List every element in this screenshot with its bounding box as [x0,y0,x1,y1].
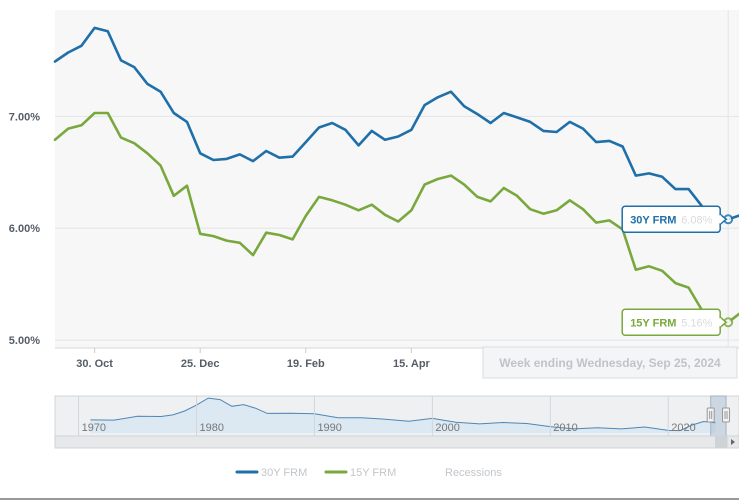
hover-date-label: Week ending Wednesday, Sep 25, 2024 [482,346,738,379]
hover-date-text: Week ending Wednesday, Sep 25, 2024 [499,356,721,370]
navigator-scrollbar-thumb[interactable] [715,436,727,448]
navigator-tick-label: 2010 [553,422,577,434]
legend-item-recessions[interactable]: Recessions [445,467,502,479]
x-tick-label: 25. Dec [181,358,220,370]
x-tick-label: 19. Feb [287,358,325,370]
navigator-tick-label: 1970 [82,422,106,434]
navigator-scroll-right-button[interactable] [726,435,739,449]
navigator-handle-right[interactable] [722,407,731,423]
series-line-15y-frm[interactable] [53,111,739,325]
tooltip-15y-frm: 15Y FRM 5.16% [621,308,728,337]
legend-label: Recessions [445,467,502,479]
navigator[interactable]: 1970 1980 1990 2000 2010 2020 [54,395,739,449]
y-tick-label: 5.00% [9,335,40,347]
arrow-right-icon [731,439,735,445]
tooltip-value: 6.08% [681,214,712,226]
x-tick-label: 15. Apr [393,358,431,370]
navigator-tick-label: 2000 [435,422,459,434]
legend-label: 30Y FRM [261,467,307,479]
navigator-tick-label: 2020 [671,422,695,434]
series-layer [53,26,739,325]
y-tick-label: 7.00% [9,111,40,123]
navigator-handle-left[interactable] [706,407,715,423]
y-tick-label: 6.00% [9,223,40,235]
legend-item-15y-frm[interactable]: 15Y FRM [324,467,396,479]
navigator-tick-label: 1980 [200,422,224,434]
hover-layer: 30Y FRM 6.08% 15Y FRM 5.16% Week ending Wedn… [482,10,738,379]
y-axis-ticks: 5.00% 6.00% 7.00% [9,111,40,347]
legend-label: 15Y FRM [350,467,396,479]
navigator-scrollbar-track[interactable] [54,435,739,449]
plot-background [55,10,739,348]
series-line-30y-frm[interactable] [53,26,739,221]
navigator-tick-label: 1990 [317,422,341,434]
tooltip-value: 5.16% [681,317,712,329]
legend-item-30y-frm[interactable]: 30Y FRM [235,467,307,479]
legend: 30Y FRM 15Y FRM Recessions [235,467,502,479]
x-tick-label: 30. Oct [76,358,113,370]
tooltip-30y-frm: 30Y FRM 6.08% [621,205,728,234]
x-axis-ticks: 30. Oct 25. Dec 19. Feb 15. Apr [76,348,431,370]
navigator-series [90,397,716,432]
tooltip-label: 15Y FRM [630,317,676,329]
navigator-area [90,398,716,433]
tooltip-label: 30Y FRM [630,214,676,226]
